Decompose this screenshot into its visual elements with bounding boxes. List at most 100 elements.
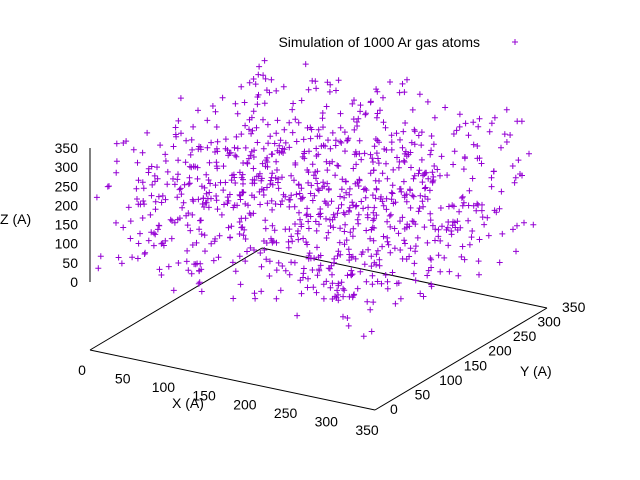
data-point — [349, 253, 356, 260]
x-axis-line — [89, 349, 376, 411]
x-tick-label: 350 — [355, 422, 379, 438]
data-point — [373, 150, 380, 157]
data-point — [258, 288, 265, 295]
data-point — [424, 196, 431, 203]
data-point — [237, 281, 244, 288]
data-point — [393, 130, 400, 137]
data-point — [331, 214, 338, 221]
data-point — [152, 178, 158, 185]
data-point — [397, 136, 403, 143]
data-point — [298, 97, 305, 104]
data-point — [181, 181, 188, 188]
data-point — [429, 179, 436, 186]
data-point — [435, 252, 442, 259]
data-point — [216, 232, 223, 239]
data-point — [496, 205, 503, 212]
data-point — [257, 250, 264, 256]
data-point — [514, 222, 520, 229]
data-point — [301, 155, 308, 162]
data-point — [250, 108, 257, 115]
data-point — [305, 275, 311, 282]
data-point — [260, 238, 267, 244]
data-point — [459, 202, 466, 209]
data-point — [353, 161, 360, 168]
data-point — [388, 189, 395, 196]
data-point — [260, 116, 266, 123]
data-point — [368, 328, 375, 335]
data-point — [323, 215, 329, 222]
data-point — [129, 254, 136, 261]
data-point — [145, 237, 152, 244]
data-point — [261, 57, 268, 64]
data-point — [328, 198, 335, 205]
data-point — [335, 205, 342, 212]
data-point — [335, 77, 342, 84]
data-point — [251, 290, 258, 297]
data-point — [401, 237, 408, 244]
data-point — [314, 180, 321, 187]
data-point — [198, 266, 205, 273]
data-point — [388, 196, 395, 203]
data-point — [113, 158, 120, 165]
data-point — [410, 270, 417, 277]
data-point — [289, 106, 296, 113]
data-point — [353, 119, 360, 125]
data-point — [345, 207, 352, 214]
data-point — [388, 146, 395, 153]
data-point — [418, 129, 425, 136]
y-tick-label: 50 — [415, 386, 431, 402]
data-point — [261, 247, 268, 253]
data-point — [476, 236, 483, 243]
data-point — [427, 151, 434, 158]
data-point — [246, 79, 253, 86]
data-point — [338, 186, 345, 193]
data-point — [308, 182, 315, 189]
data-point — [93, 194, 100, 201]
data-point — [247, 152, 254, 159]
data-point — [384, 175, 391, 182]
data-point — [367, 170, 374, 177]
data-point — [135, 177, 142, 184]
z-tick-label: 350 — [55, 140, 79, 156]
data-point — [343, 189, 350, 196]
data-point — [360, 333, 367, 340]
data-point — [304, 124, 311, 131]
data-point — [148, 163, 155, 170]
data-point — [158, 199, 165, 206]
data-point — [446, 268, 453, 275]
data-point — [201, 232, 208, 239]
data-point — [412, 277, 419, 284]
data-point — [292, 221, 298, 227]
data-point — [406, 253, 413, 260]
data-point — [323, 103, 330, 110]
data-point — [162, 158, 169, 164]
data-point — [405, 151, 412, 158]
data-point — [292, 116, 299, 123]
data-point — [152, 231, 159, 238]
data-point — [182, 159, 189, 166]
data-point — [185, 181, 192, 188]
data-point — [275, 259, 282, 266]
data-point — [419, 198, 426, 205]
data-point — [353, 151, 360, 158]
data-point — [164, 181, 171, 188]
data-point — [427, 210, 434, 217]
data-point — [418, 156, 425, 163]
data-point — [341, 194, 348, 201]
data-point — [340, 313, 346, 320]
data-point — [325, 185, 332, 192]
data-point — [367, 306, 374, 313]
data-point — [263, 157, 270, 164]
data-point — [334, 253, 341, 259]
data-point — [411, 172, 418, 179]
data-point — [178, 191, 185, 198]
data-point — [316, 221, 322, 228]
axis-labels: Z (A) X (A) Y (A) — [0, 211, 552, 411]
data-point — [147, 211, 154, 218]
data-point — [518, 118, 525, 125]
data-point — [329, 129, 336, 136]
data-point — [357, 268, 364, 275]
data-point — [281, 146, 288, 153]
data-point — [267, 181, 274, 187]
data-point — [315, 254, 322, 261]
